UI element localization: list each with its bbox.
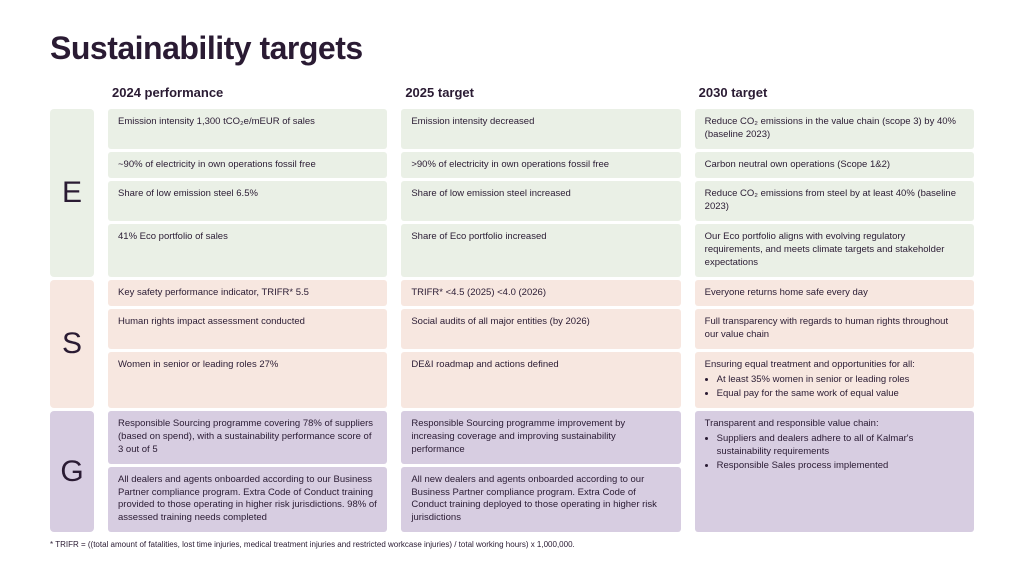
s-row2-2025: DE&I roadmap and actions defined xyxy=(401,352,680,408)
s-row2-2030: Ensuring equal treatment and opportuniti… xyxy=(695,352,974,408)
s-row1-2024: Human rights impact assessment conducted xyxy=(108,309,387,349)
s-row1-2025: Social audits of all major entities (by … xyxy=(401,309,680,349)
s-row2-2024: Women in senior or leading roles 27% xyxy=(108,352,387,408)
g-row0-2024: Responsible Sourcing programme covering … xyxy=(108,411,387,463)
s-row2-2030-b1: At least 35% women in senior or leading … xyxy=(717,374,964,387)
s-label: S xyxy=(50,280,94,409)
e-row2-2030: Reduce CO₂ emissions from steel by at le… xyxy=(695,181,974,221)
e-row3-2030: Our Eco portfolio aligns with evolving r… xyxy=(695,224,974,276)
g-row1-2024: All dealers and agents onboarded accordi… xyxy=(108,467,387,532)
g-label: G xyxy=(50,411,94,532)
g-row1-2025: All new dealers and agents onboarded acc… xyxy=(401,467,680,532)
g-2030-b1: Suppliers and dealers adhere to all of K… xyxy=(717,433,964,459)
g-2030: Transparent and responsible value chain:… xyxy=(695,411,974,532)
e-row0-2030: Reduce CO₂ emissions in the value chain … xyxy=(695,109,974,149)
e-row3-2024: 41% Eco portfolio of sales xyxy=(108,224,387,276)
e-row2-2025: Share of low emission steel increased xyxy=(401,181,680,221)
s-row0-2030: Everyone returns home safe every day xyxy=(695,280,974,307)
g-2030-b2: Responsible Sales process implemented xyxy=(717,460,964,473)
e-row2-2024: Share of low emission steel 6.5% xyxy=(108,181,387,221)
s-row0-2024: Key safety performance indicator, TRIFR*… xyxy=(108,280,387,307)
e-row3-2025: Share of Eco portfolio increased xyxy=(401,224,680,276)
s-row0-2025: TRIFR* <4.5 (2025) <4.0 (2026) xyxy=(401,280,680,307)
s-row2-2030-b2: Equal pay for the same work of equal val… xyxy=(717,388,964,401)
s-row1-2030: Full transparency with regards to human … xyxy=(695,309,974,349)
e-row0-2024: Emission intensity 1,300 tCO₂e/mEUR of s… xyxy=(108,109,387,149)
e-row1-2025: >90% of electricity in own operations fo… xyxy=(401,152,680,179)
footnote: * TRIFR = ((total amount of fatalities, … xyxy=(50,540,974,549)
page-title: Sustainability targets xyxy=(50,30,974,67)
col-head-2030: 2030 target xyxy=(695,85,974,106)
col-head-2024: 2024 performance xyxy=(108,85,387,106)
e-row0-2025: Emission intensity decreased xyxy=(401,109,680,149)
col-head-2025: 2025 target xyxy=(401,85,680,106)
g-row0-2025: Responsible Sourcing programme improveme… xyxy=(401,411,680,463)
g-2030-intro: Transparent and responsible value chain: xyxy=(705,418,879,429)
e-row1-2030: Carbon neutral own operations (Scope 1&2… xyxy=(695,152,974,179)
e-label: E xyxy=(50,109,94,277)
targets-grid: 2024 performance 2025 target 2030 target… xyxy=(50,85,974,532)
e-row1-2024: ~90% of electricity in own operations fo… xyxy=(108,152,387,179)
s-row2-2030-intro: Ensuring equal treatment and opportuniti… xyxy=(705,359,915,370)
